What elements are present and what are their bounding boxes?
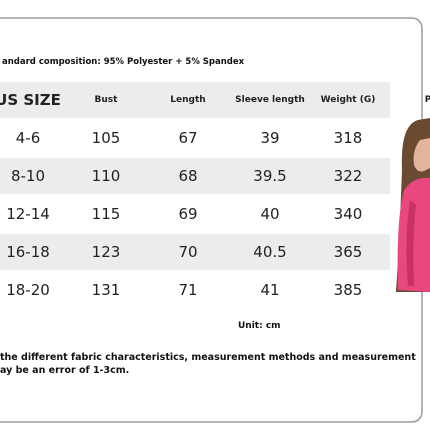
header-cell: US SIZE (0, 91, 61, 109)
table-cell: 40.5 (253, 243, 287, 261)
header-cell: Bust (94, 95, 118, 105)
table-cell: 131 (91, 281, 121, 299)
table-cell: 69 (178, 205, 198, 223)
unit: Unit: cm (238, 321, 281, 331)
table-cell: 70 (178, 243, 198, 261)
table-cell: 16-18 (6, 243, 50, 261)
header-cell: Weight (G) (320, 95, 376, 105)
table-cell: 40 (260, 205, 280, 223)
row-band (0, 158, 390, 194)
row-band (0, 234, 390, 270)
table-cell: 12-14 (6, 205, 50, 223)
header-cell: Length (170, 95, 206, 105)
table-cell: 41 (260, 281, 280, 299)
table-cell: 123 (91, 243, 121, 261)
table-cell: 4-6 (15, 129, 41, 147)
table-cell: 8-10 (10, 167, 46, 185)
composition: andard composition: 95% Polyester + 5% S… (2, 57, 245, 67)
table-cell: 385 (333, 281, 363, 299)
table-cell: 105 (91, 129, 121, 147)
table-cell: 18-20 (6, 281, 50, 299)
table-cell: 340 (333, 205, 363, 223)
note-line: ay be an error of 1-3cm. (0, 365, 130, 376)
row-band (0, 82, 390, 118)
header-cell: Sleeve length (235, 95, 305, 105)
table-cell: 322 (333, 167, 363, 185)
header-cell: P (424, 95, 430, 105)
table-cell: 115 (91, 205, 121, 223)
table-cell: 71 (178, 281, 198, 299)
table-cell: 67 (178, 129, 198, 147)
table-cell: 39.5 (253, 167, 287, 185)
table-cell: 68 (178, 167, 198, 185)
model-photo (396, 118, 430, 292)
table-cell: 110 (91, 167, 121, 185)
table-cell: 318 (333, 129, 363, 147)
note-line: the different fabric characteristics, me… (0, 352, 416, 363)
table-cell: 365 (333, 243, 363, 261)
table-cell: 39 (260, 129, 280, 147)
